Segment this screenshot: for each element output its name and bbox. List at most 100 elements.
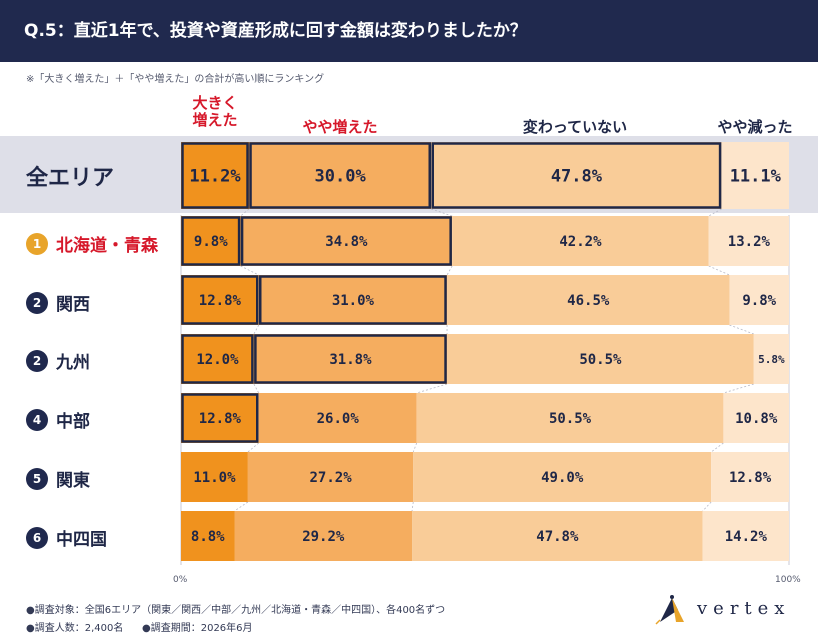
rank-badge: 5 — [26, 467, 48, 490]
bar-segment — [240, 216, 453, 266]
axis-label-zero: 0% — [173, 575, 188, 585]
bar-value-label: 46.5% — [567, 293, 610, 309]
bar-segment — [181, 334, 254, 384]
row-name: 北海道・青森 — [56, 236, 158, 256]
highlight-box — [249, 142, 431, 209]
rank-badge: 1 — [26, 232, 48, 255]
bar-segment — [181, 393, 259, 443]
bar-value-label: 31.0% — [332, 293, 375, 309]
bar-value-label: 12.8% — [729, 470, 772, 486]
bar-value-label: 12.8% — [199, 411, 242, 427]
row-name: 九州 — [56, 353, 90, 373]
bar-segment — [447, 334, 754, 384]
bar-value-label: 10.8% — [735, 411, 778, 427]
connector-line — [446, 265, 453, 276]
vertex-logo-icon — [655, 595, 684, 625]
bar-value-label: 5.8% — [758, 353, 785, 366]
bar-value-label: 29.2% — [302, 529, 345, 545]
col-label-slight-increase: やや増えた — [302, 118, 378, 136]
connector-line — [708, 265, 730, 276]
bar-segment — [247, 452, 414, 502]
highlight-box — [181, 275, 259, 325]
row-label-kansai: 2 関西 — [26, 290, 90, 315]
bar-segment — [702, 511, 789, 561]
row-label-kyushu: 2 九州 — [26, 348, 90, 373]
bar-segment — [249, 142, 432, 209]
bar-segment — [416, 393, 724, 443]
col-label-no-change: 変わっていない — [522, 118, 628, 136]
footer-survey-count: ●調査人数：2,400名 — [26, 623, 124, 634]
bar-value-label: 12.8% — [199, 293, 242, 309]
highlight-box — [254, 334, 447, 384]
bar-value-label: 50.5% — [549, 411, 592, 427]
connector-line — [729, 324, 754, 335]
connector-line — [710, 442, 724, 453]
connector-line — [702, 501, 712, 512]
bar-segment — [258, 393, 417, 443]
rank-badge: 2 — [26, 349, 48, 372]
connector-line — [253, 383, 260, 394]
highlight-box — [181, 393, 259, 443]
highlight-box — [431, 142, 722, 209]
highlight-box — [181, 334, 254, 384]
row-label-chushikoku: 6 中四国 — [26, 525, 107, 550]
connector-line — [253, 324, 260, 335]
connector-line — [411, 501, 414, 512]
bar-segment — [753, 334, 789, 384]
col-label-large-increase: 大きく 増えた — [192, 94, 238, 129]
connector-line — [431, 208, 453, 217]
bar-segment — [431, 142, 722, 209]
bar-value-label: 30.0% — [315, 167, 367, 187]
bar-value-label: 34.8% — [325, 234, 368, 250]
connector-line — [247, 442, 260, 453]
row-name: 関西 — [56, 295, 90, 315]
row-label-chubu: 4 中部 — [26, 407, 90, 432]
bar-value-label: 26.0% — [317, 411, 360, 427]
bar-segment — [253, 334, 448, 384]
bar-segment — [413, 452, 712, 502]
bar-value-label: 11.0% — [193, 470, 236, 486]
bar-segment — [447, 275, 730, 325]
connector-line — [240, 265, 259, 276]
bar-value-label: 47.8% — [551, 167, 603, 187]
bar-segment — [723, 393, 789, 443]
bar-segment — [181, 275, 259, 325]
row-name: 中部 — [56, 412, 90, 432]
bar-segment — [181, 452, 248, 502]
bar-value-label: 47.8% — [536, 529, 579, 545]
rank-badge: 4 — [26, 408, 48, 431]
ranking-note: ※「大きく増えた」＋「やや増えた」の合計が高い順にランキング — [26, 74, 325, 85]
row-name: 関東 — [56, 471, 90, 491]
connector-line — [723, 383, 754, 394]
page-title: Q.5：直近1年で、投資や資産形成に回す金額は変わりましたか？ — [0, 0, 818, 62]
bar-value-label: 13.2% — [728, 234, 771, 250]
bar-value-label: 31.8% — [329, 352, 372, 368]
bar-value-label: 11.2% — [189, 167, 241, 187]
connector-line — [412, 442, 418, 453]
bar-value-label: 14.2% — [725, 529, 768, 545]
highlight-box — [258, 275, 447, 325]
bar-value-label: 49.0% — [541, 470, 584, 486]
bar-value-label: 9.8% — [742, 293, 776, 309]
bar-segment — [711, 452, 789, 502]
col-label-slight-decrease: やや減った — [717, 118, 793, 136]
footer-survey-target: ●調査対象：全国6エリア（関東／関西／中部／九州／北海道・青森／中四国）、各40… — [26, 605, 446, 616]
row-label-hokkaido-aomori: 1 北海道・青森 — [26, 231, 158, 256]
bar-value-label: 11.1% — [730, 167, 782, 187]
brand-name: vertex — [697, 598, 791, 619]
bar-segment — [452, 216, 709, 266]
bar-segment — [234, 511, 413, 561]
bar-segment — [412, 511, 703, 561]
bar-value-label: 12.0% — [196, 352, 239, 368]
rank-badge: 2 — [26, 291, 48, 314]
bar-segment — [729, 275, 789, 325]
connector-line — [234, 501, 249, 512]
connector-line — [240, 208, 250, 217]
row-label-kanto: 5 関東 — [26, 466, 90, 491]
footer-survey-period: ●調査期間：2026年6月 — [142, 623, 253, 634]
rank-badge: 6 — [26, 526, 48, 549]
bar-value-label: 42.2% — [559, 234, 602, 250]
highlight-box — [181, 142, 249, 209]
row-name: 全エリア — [26, 166, 115, 191]
